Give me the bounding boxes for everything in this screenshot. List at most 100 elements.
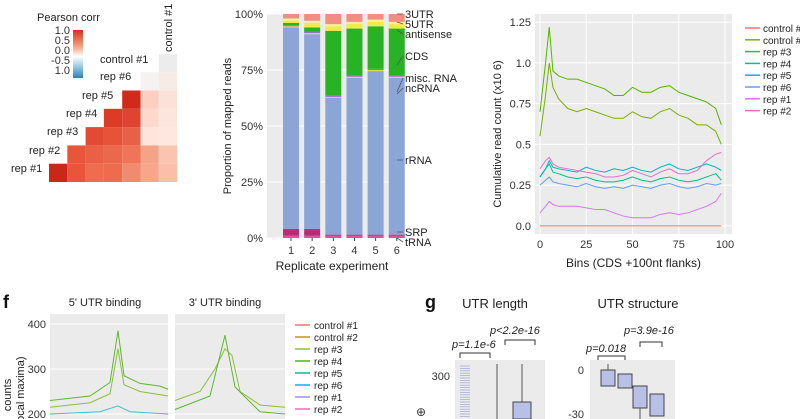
heatmap-cell bbox=[158, 163, 178, 182]
heatmap-cell bbox=[122, 108, 141, 128]
heatmap-row-label-rep5: rep #5 bbox=[82, 90, 114, 102]
facet-background-3utr bbox=[175, 314, 285, 419]
significance-bracket bbox=[639, 341, 663, 347]
legend-label: rep #3 bbox=[763, 48, 792, 59]
y-axis-label-2: o local maxima) bbox=[15, 356, 27, 419]
series-line-rep-4 bbox=[539, 162, 722, 183]
heatmap-row-label-rep2: rep #2 bbox=[29, 145, 61, 157]
y-tick-label: 0% bbox=[247, 233, 263, 245]
bar-segment-trna bbox=[388, 235, 405, 238]
bar-segment-rrna bbox=[388, 77, 405, 235]
legend-label: control #2 bbox=[314, 333, 358, 344]
category-label: ncRNA bbox=[405, 83, 441, 95]
x-tick-label: 100 bbox=[716, 239, 734, 251]
series-line-rep-3 bbox=[539, 26, 722, 125]
boxplot-box bbox=[617, 373, 633, 389]
y-axis-label: Cumulative read count (x10 6) bbox=[492, 60, 504, 207]
facet-title-3utr: 3' UTR binding bbox=[189, 297, 261, 309]
legend-tick-5: 1.0 bbox=[54, 65, 70, 77]
bar-segment-3utr bbox=[325, 14, 342, 25]
boxplot-box bbox=[600, 369, 616, 387]
bar-segment-trna bbox=[367, 235, 384, 238]
bar-segment-3utr bbox=[367, 14, 384, 20]
legend-label: rep #2 bbox=[314, 405, 343, 416]
category-label: misc. RNA bbox=[405, 73, 458, 85]
bar-segment-misc-rna bbox=[388, 75, 405, 77]
bar-segment-cds bbox=[283, 22, 299, 26]
bar-segment-antisense bbox=[325, 26, 342, 31]
bar-segment-antisense bbox=[283, 20, 299, 23]
heatmap-cell bbox=[158, 90, 178, 109]
heatmap-cell bbox=[140, 163, 159, 182]
heatmap-grid bbox=[49, 53, 178, 182]
x-tick-label: 75 bbox=[673, 239, 685, 251]
bar-segment-srp bbox=[388, 234, 405, 236]
binding-line-5utr-rep5 bbox=[49, 405, 169, 415]
heatmap-cell bbox=[140, 72, 159, 91]
y-tick-label: 75% bbox=[241, 65, 263, 77]
heatmap-row-label-rep4: rep #4 bbox=[66, 108, 98, 120]
plot-background bbox=[535, 14, 732, 234]
heatmap-cell bbox=[103, 127, 123, 146]
category-label: rRNA bbox=[405, 155, 433, 167]
heatmap-cell bbox=[103, 108, 123, 128]
utr-panel: UTR length UTR structure p<2.2e-16 p=1.1e-6… bbox=[400, 290, 800, 419]
bar-segment-misc-rna bbox=[367, 68, 384, 70]
bar-segment-rrna bbox=[325, 98, 342, 235]
pvalue-label: p=3.9e-16 bbox=[623, 325, 675, 337]
series-line-rep-5 bbox=[539, 159, 722, 178]
legend-tick-2: 0.5 bbox=[54, 35, 70, 47]
category-label: 3UTR bbox=[405, 9, 434, 21]
bar-segment-ncrna bbox=[325, 96, 342, 98]
y-axis-label-1: counts bbox=[2, 378, 14, 411]
axis-fragment: ⊕ bbox=[416, 405, 426, 419]
y-tick-label: 0.0 bbox=[516, 221, 531, 233]
x-axis-label: Replicate experiment bbox=[276, 259, 389, 273]
bar-segment-srp bbox=[346, 234, 363, 236]
heatmap-cell bbox=[158, 145, 178, 164]
legend-label: rep #6 bbox=[763, 83, 792, 94]
bar-segment-3utr bbox=[346, 14, 363, 22]
y-tick-label: 300 bbox=[28, 364, 46, 376]
significance-bracket bbox=[459, 352, 491, 358]
bar-segment-5utr bbox=[346, 21, 363, 25]
heatmap-cell bbox=[103, 145, 123, 164]
binding-line-5utr-control2 bbox=[49, 348, 169, 408]
pvalue-label: p<2.2e-16 bbox=[489, 325, 541, 337]
label-leader bbox=[396, 29, 404, 35]
facet-title-length: UTR length bbox=[462, 296, 528, 311]
heatmap-cell bbox=[140, 127, 159, 146]
utr-binding-chart: 5' UTR binding 3' UTR binding 400 300 200 cou… bbox=[2, 297, 358, 419]
heatmap-cell bbox=[140, 145, 159, 164]
category-label: CDS bbox=[405, 51, 428, 63]
stacked-bar-chart: 100% 75% 50% 25% 0% Proportion of mapped read… bbox=[222, 9, 458, 273]
legend-label: rep #6 bbox=[314, 381, 343, 392]
legend-tick-1: 1.0 bbox=[54, 25, 70, 37]
legend-label: rep #4 bbox=[314, 357, 343, 368]
legend-label: rep #5 bbox=[314, 369, 343, 380]
category-label: antisense bbox=[405, 29, 452, 41]
series-line-rep-2 bbox=[539, 152, 722, 178]
heatmap-cell bbox=[158, 72, 178, 91]
x-tick-label: 3 bbox=[330, 245, 336, 257]
category-label: tRNA bbox=[405, 237, 432, 249]
coverage-line-chart: 1.25 1.0 0.75 0.5 0.25 0.0 0 25 50 75 100 Bins (CDS… bbox=[492, 14, 800, 270]
bar-segment-misc-rna bbox=[346, 75, 363, 77]
heatmap-cell bbox=[122, 127, 141, 146]
label-leader bbox=[396, 237, 404, 243]
significance-bracket bbox=[504, 339, 536, 345]
heatmap-row-label-rep3: rep #3 bbox=[47, 126, 79, 138]
x-tick-label: 5 bbox=[373, 245, 379, 257]
x-tick-label: 1 bbox=[288, 245, 294, 257]
bar-segment-ncrna bbox=[346, 76, 363, 78]
bar-segment-rrna bbox=[304, 34, 321, 230]
bar-segment-srp bbox=[325, 234, 342, 236]
bar-segment-antisense bbox=[346, 24, 363, 29]
heatmap-legend-bar bbox=[73, 30, 83, 78]
heatmap-cell bbox=[85, 127, 104, 146]
label-leader bbox=[396, 87, 404, 95]
bar-segment-ncrna bbox=[388, 76, 405, 78]
significance-bracket bbox=[597, 355, 626, 361]
legend-label: rep #2 bbox=[763, 107, 792, 118]
panel-letter-g: g bbox=[425, 292, 436, 312]
